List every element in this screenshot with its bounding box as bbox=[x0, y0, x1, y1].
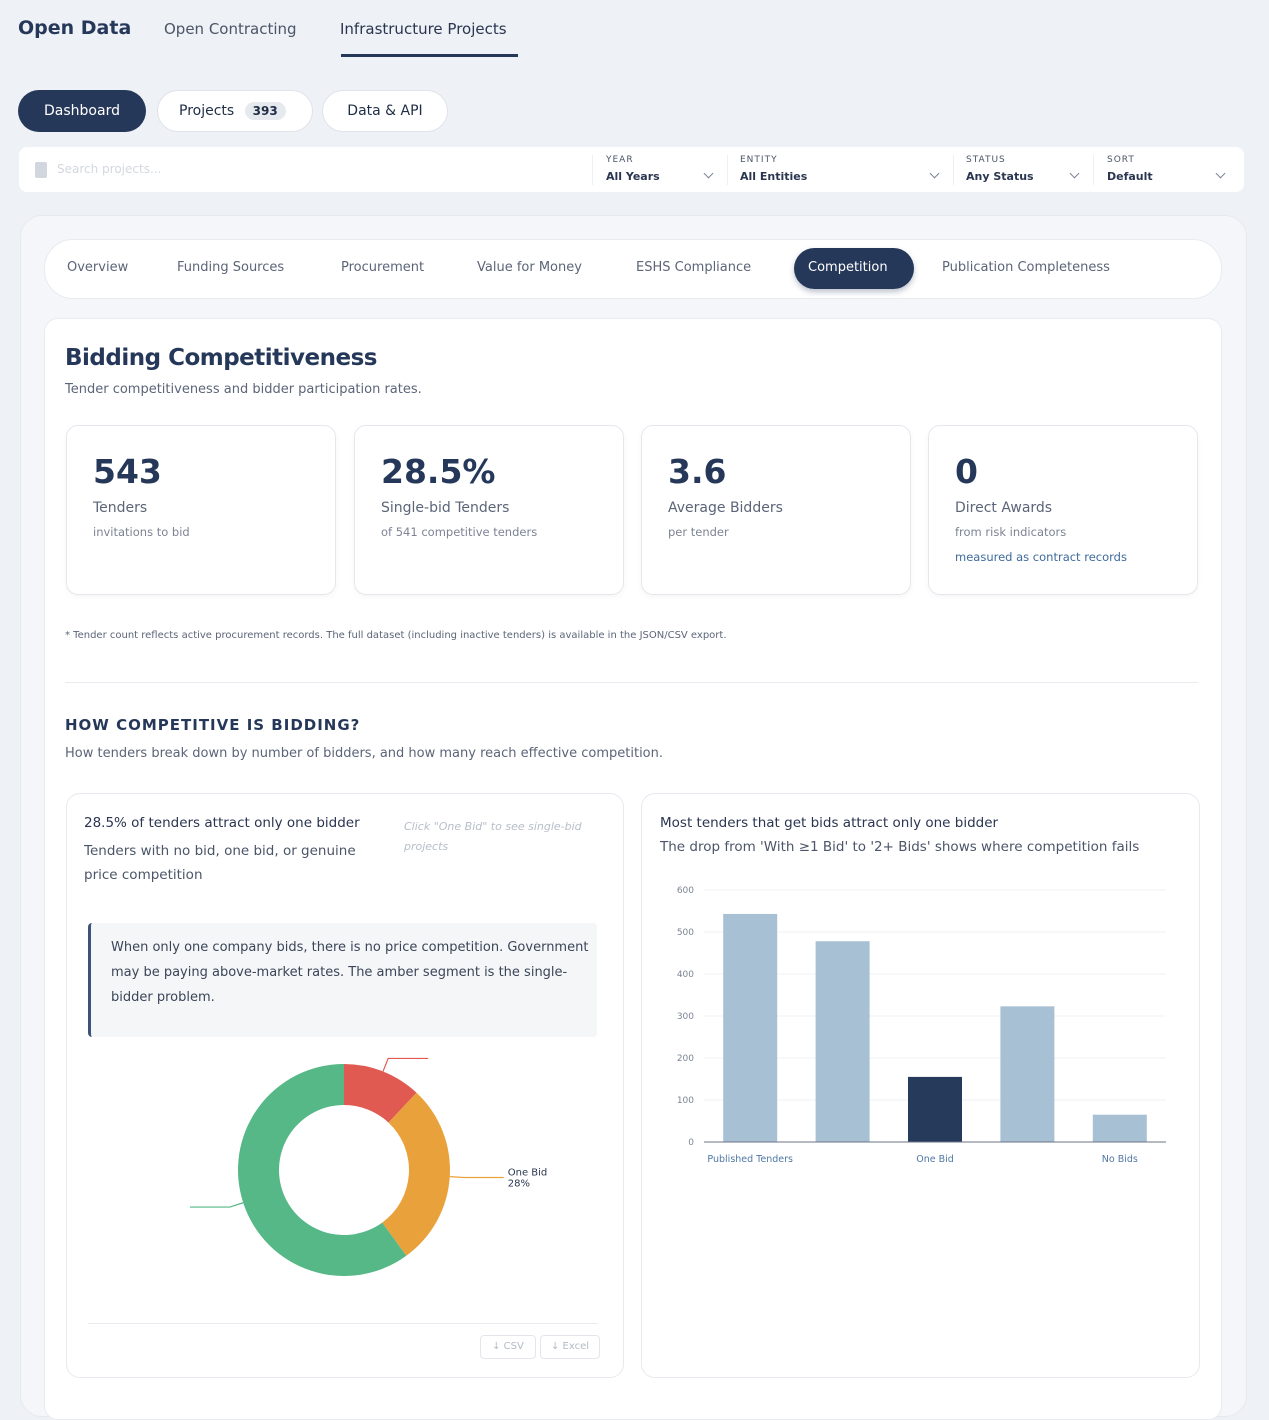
filter-label: YEAR bbox=[606, 155, 634, 165]
filter-value[interactable]: All Entities bbox=[740, 170, 808, 183]
brand[interactable]: Open Data bbox=[18, 17, 132, 39]
filter-separator bbox=[727, 155, 728, 185]
filter-value[interactable]: All Years bbox=[606, 170, 660, 183]
kpi-card bbox=[641, 425, 911, 595]
filter-separator bbox=[1093, 155, 1094, 185]
card-title: Bidding Competitiveness bbox=[65, 345, 377, 371]
divider bbox=[65, 682, 1198, 683]
kpi-sub: from risk indicators bbox=[955, 525, 1067, 539]
nav-underline bbox=[341, 54, 518, 57]
filter-bar: Search projects... bbox=[19, 147, 1244, 192]
pill[interactable]: Projects 393 bbox=[157, 90, 313, 132]
filter-label: ENTITY bbox=[740, 155, 778, 165]
bar-panel bbox=[641, 793, 1200, 1378]
card-subtitle: Tender competitiveness and bidder partic… bbox=[65, 382, 422, 397]
tab[interactable]: Funding Sources bbox=[177, 260, 285, 275]
filter-label: SORT bbox=[1107, 155, 1135, 165]
kpi-label: Direct Awards bbox=[955, 500, 1053, 516]
kpi-link[interactable]: measured as contract records bbox=[955, 550, 1127, 564]
kpi-sub: of 541 competitive tenders bbox=[381, 525, 538, 539]
tab-active-bg bbox=[794, 248, 914, 289]
kpi-label: Single-bid Tenders bbox=[381, 500, 510, 516]
chart-hint: Click "One Bid" to see single-bid projec… bbox=[404, 820, 582, 853]
tab-active[interactable]: Competition bbox=[808, 260, 888, 275]
pill[interactable]: Data & API bbox=[322, 90, 448, 132]
tab[interactable]: Publication Completeness bbox=[942, 260, 1110, 275]
tab[interactable]: Procurement bbox=[341, 260, 425, 275]
chart-title: 28.5% of tenders attract only one bidder bbox=[84, 815, 360, 831]
section-heading: HOW COMPETITIVE IS BIDDING? bbox=[65, 716, 361, 734]
kpi-sub: invitations to bid bbox=[93, 525, 190, 539]
pill-label: Projects bbox=[179, 103, 235, 119]
nav-link-active[interactable]: Infrastructure Projects bbox=[340, 20, 507, 38]
filter-label: STATUS bbox=[966, 155, 1006, 165]
search-icon bbox=[35, 162, 47, 178]
filter-value[interactable]: Any Status bbox=[966, 170, 1034, 183]
nav-link[interactable]: Open Contracting bbox=[164, 20, 297, 38]
tab[interactable]: Overview bbox=[67, 260, 129, 275]
kpi-card bbox=[928, 425, 1198, 595]
kpi-value: 543 bbox=[93, 452, 162, 491]
filter-value[interactable]: Default bbox=[1107, 170, 1153, 183]
filter-separator bbox=[953, 155, 954, 185]
chart-subtitle: The drop from 'With ≥1 Bid' to '2+ Bids'… bbox=[660, 839, 1140, 855]
kpi-value: 28.5% bbox=[381, 452, 496, 491]
badge: 393 bbox=[244, 102, 286, 120]
tab-strip bbox=[44, 239, 1222, 299]
filter-separator bbox=[592, 155, 593, 185]
chart-subtitle: Tenders with no bid, one bid, or genuine… bbox=[84, 843, 356, 883]
section-description: How tenders break down by number of bidd… bbox=[65, 746, 664, 761]
kpi-card bbox=[354, 425, 624, 595]
kpi-label: Average Bidders bbox=[668, 500, 783, 516]
tab[interactable]: Value for Money bbox=[477, 260, 582, 275]
callout: When only one company bids, there is no … bbox=[88, 923, 597, 1037]
kpi-value: 3.6 bbox=[668, 452, 727, 491]
tab[interactable]: ESHS Compliance bbox=[636, 260, 752, 275]
kpi-label: Tenders bbox=[93, 500, 148, 516]
export-button[interactable]: ↓ Excel bbox=[540, 1335, 600, 1359]
pill-active[interactable]: Dashboard bbox=[18, 90, 146, 132]
divider bbox=[88, 1323, 598, 1324]
search-input[interactable]: Search projects... bbox=[57, 162, 162, 176]
footnote: * Tender count reflects active procureme… bbox=[65, 630, 727, 641]
kpi-sub: per tender bbox=[668, 525, 729, 539]
chart-title: Most tenders that get bids attract only … bbox=[660, 815, 999, 831]
export-button[interactable]: ↓ CSV bbox=[480, 1335, 536, 1359]
kpi-value: 0 bbox=[955, 452, 978, 491]
kpi-card bbox=[66, 425, 336, 595]
